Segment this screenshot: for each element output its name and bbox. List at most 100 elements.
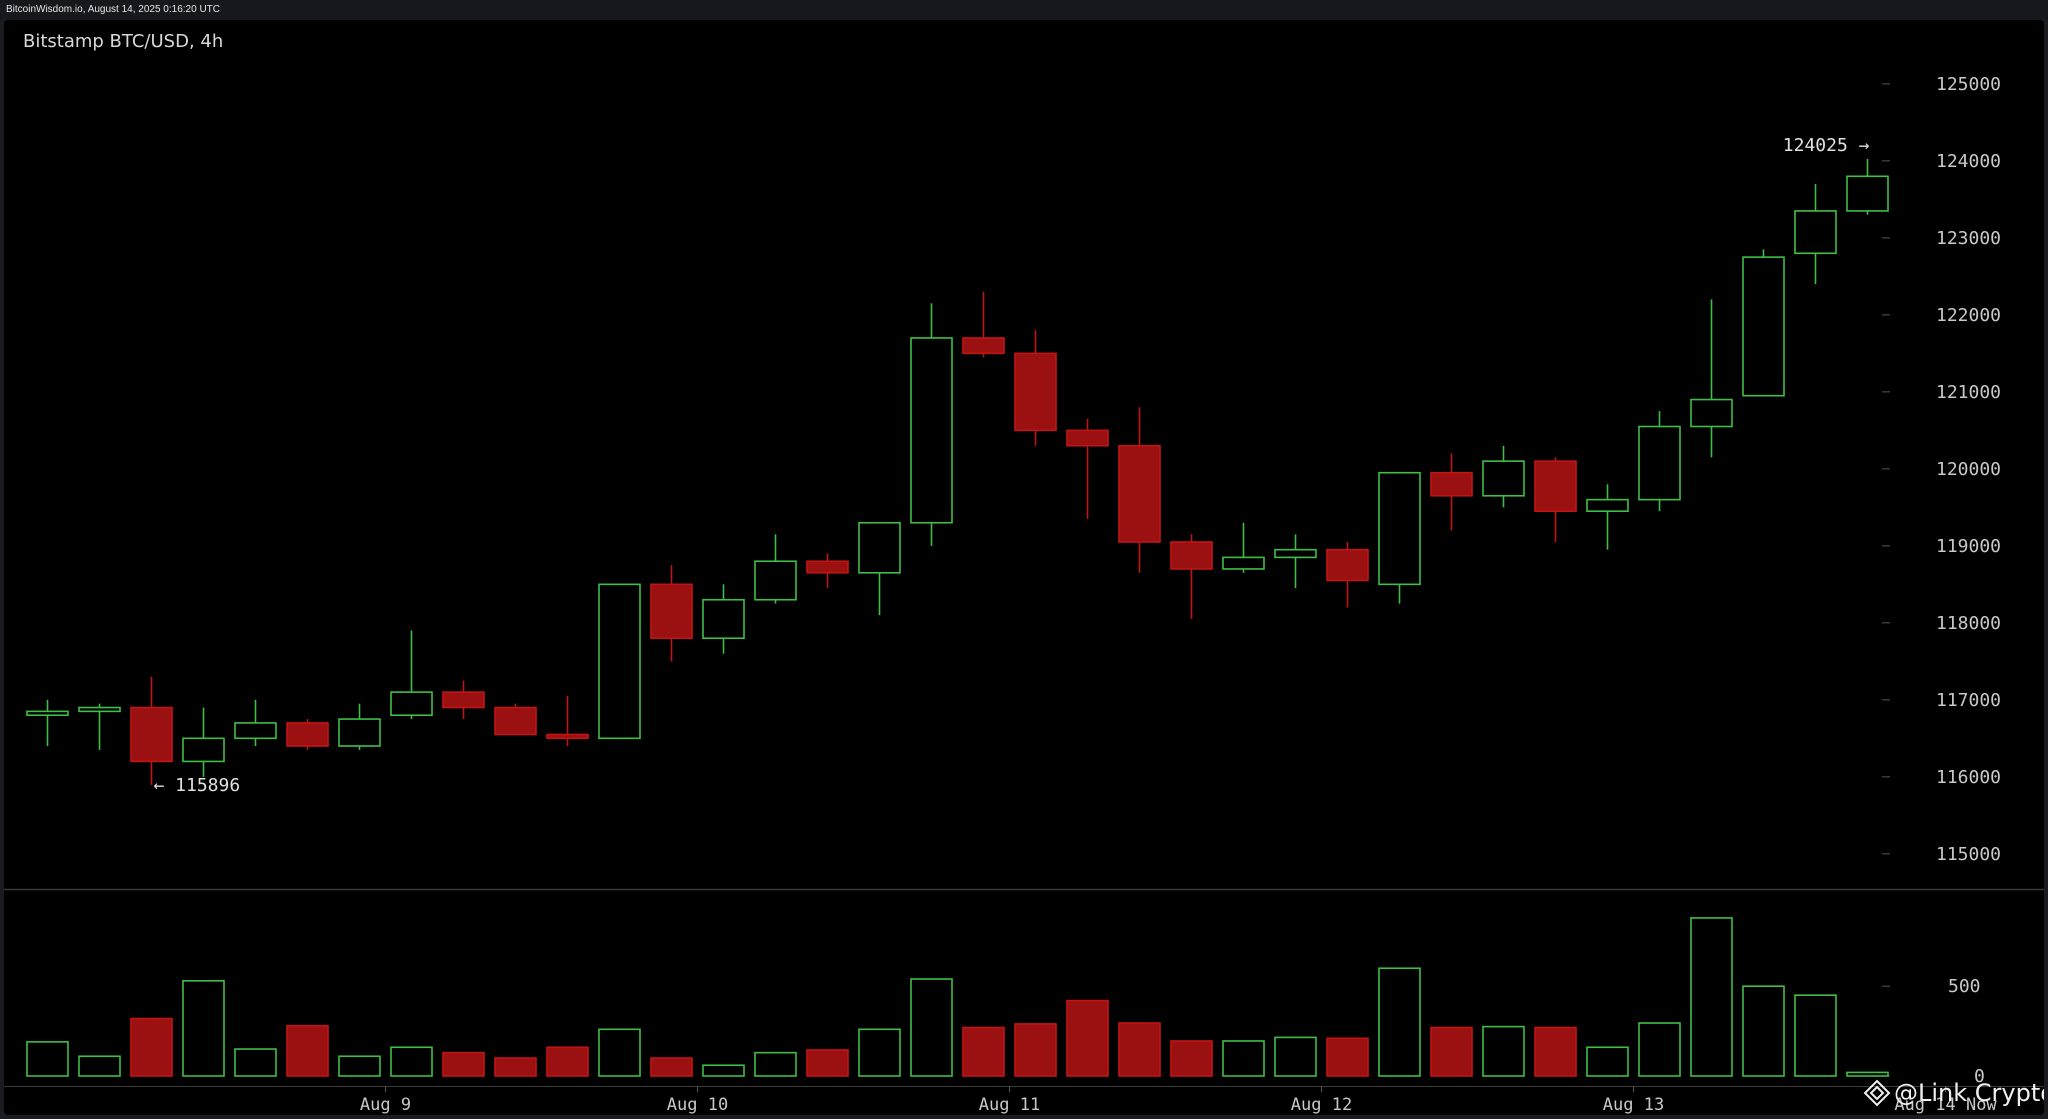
candle-body [390,691,433,717]
candle-up [754,534,797,604]
candle-body [26,710,69,717]
volume-bar-up [598,1028,641,1077]
candle-body [442,691,485,709]
price-tick-label: 121000 [1936,382,2001,403]
time-tick-label: Aug 13 [1603,1095,1664,1115]
volume-bar-down [494,1057,537,1077]
candle-body [182,737,225,763]
candle-down [1118,407,1161,573]
candle-body [78,706,121,713]
candle-body [806,560,849,574]
candle-up [1274,534,1317,589]
price-tick-label: 120000 [1936,459,2001,480]
candle-body [650,583,693,640]
candle-body [1118,444,1161,543]
candle-body [130,706,173,763]
volume-bar-up [1378,967,1421,1077]
price-annotation: ← 115896 [154,775,241,796]
candle-body [1066,429,1109,447]
volume-bar-up [182,980,225,1077]
volume-bar-up [858,1028,901,1077]
volume-tick-label: 0 [1974,1066,1985,1087]
time-tick-label: Aug 9 [360,1095,411,1115]
annotations: ← 115896 124025 → [154,135,1870,796]
candle-body [494,706,537,736]
volume-bar-down [1326,1037,1369,1077]
price-tick-label: 115000 [1936,844,2001,865]
candle-up [1222,522,1265,573]
volume-bar-up [26,1041,69,1077]
candle-body [1794,210,1837,255]
volume-bar-down [962,1026,1005,1077]
candle-down [1170,534,1213,619]
price-tick-label: 117000 [1936,690,2001,711]
candle-up [338,703,381,750]
volume-bar-up [78,1055,121,1077]
volume-bar-down [442,1051,485,1077]
candle-down [650,565,693,662]
price-tick-label: 125000 [1936,74,2001,95]
price-tick-label: 116000 [1936,767,2001,788]
candle-body [1430,471,1473,497]
volume-bar-down [1534,1026,1577,1077]
candle-body [858,521,901,574]
time-tick-label: Aug 12 [1291,1095,1352,1115]
candle-body [1690,398,1733,428]
volume-bars [26,917,1889,1077]
candle-body [1534,460,1577,512]
candlestick-chart[interactable]: 115000 116000 117000 118000 119000 120000 1210… [4,20,2044,1115]
candle-up [1482,445,1525,508]
volume-bar-down [130,1017,173,1077]
candle-body [1482,460,1525,497]
candle-body [234,722,277,740]
time-tick-label: Aug 10 [667,1095,728,1115]
candle-up [858,521,901,616]
volume-bar-down [806,1049,849,1077]
candle-up [598,583,641,740]
volume-bar-up [1794,994,1837,1077]
candle-body [546,733,589,740]
price-annotation: 124025 → [1783,135,1870,156]
top-info-bar: BitcoinWisdom.io, August 14, 2025 0:16:2… [0,0,2048,20]
candle-up [390,630,433,720]
source-timestamp: BitcoinWisdom.io, August 14, 2025 0:16:2… [6,4,221,15]
candle-body [910,337,953,524]
volume-bar-down [650,1057,693,1077]
candle-body [1274,548,1317,559]
candle-body [1742,256,1785,397]
volume-tick-label: 500 [1948,976,1981,997]
candle-up [910,303,953,546]
chart-area[interactable]: 115000 116000 117000 118000 119000 120000 1210… [4,20,2044,1115]
candle-down [1430,453,1473,531]
time-axis: Aug 9 Aug 10 Aug 11 Aug 12 Aug 13 Aug 14 Now [360,1086,1997,1115]
volume-bar-down [1066,999,1109,1077]
candle-down [1326,541,1369,608]
diamond-logo-icon [1863,1079,1891,1107]
candle-body [338,718,381,747]
volume-bar-up [234,1048,277,1077]
candle-body [702,598,745,640]
price-tick-label: 118000 [1936,613,2001,634]
candle-down [130,676,173,785]
volume-bar-up [1586,1046,1629,1077]
volume-bar-down [286,1024,329,1077]
volume-axis: 0 500 [1882,976,1985,1087]
candle-up [1586,484,1629,550]
volume-bar-up [702,1064,745,1077]
volume-bar-down [546,1046,589,1077]
volume-bar-up [1690,917,1733,1077]
volume-bar-up [910,978,953,1077]
candle-up [1638,411,1681,512]
candle-down [806,553,849,589]
candle-body [962,337,1005,355]
chart-title: Bitstamp BTC/USD, 4h [23,31,223,52]
volume-bar-up [390,1046,433,1077]
candle-down [1534,457,1577,542]
candle-body [598,583,641,740]
volume-bar-up [1274,1036,1317,1077]
candle-body [1586,498,1629,512]
candle-body [1846,175,1889,212]
volume-bar-up [1742,985,1785,1077]
candle-body [286,722,329,747]
time-tick-label: Aug 14 Now [1894,1095,1997,1115]
